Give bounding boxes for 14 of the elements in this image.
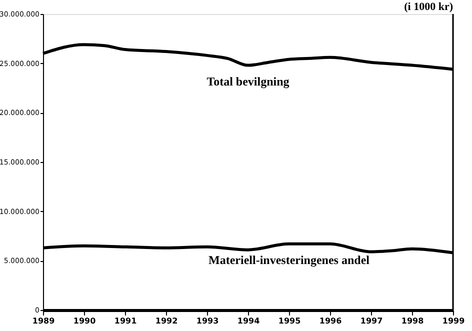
x-tick-label: 1995 [278, 316, 302, 326]
x-tick-label: 1989 [32, 316, 56, 326]
x-tick-label: 1992 [155, 316, 178, 326]
series-label: Materiell-investeringenes andel [208, 252, 370, 267]
x-tick-label: 1999 [442, 316, 466, 326]
y-axis-title: (i 1000 kr) [404, 1, 454, 13]
x-tick-label: 1996 [319, 316, 342, 326]
x-tick-label: 1997 [360, 316, 383, 326]
x-tick-label: 1994 [237, 316, 260, 326]
x-tick-label: 1998 [401, 316, 424, 326]
x-tick-label: 1991 [114, 316, 138, 326]
x-tick-label: 1990 [73, 316, 96, 326]
series-label: Total bevilgning [206, 74, 290, 88]
x-tick-label: 1993 [196, 316, 219, 326]
